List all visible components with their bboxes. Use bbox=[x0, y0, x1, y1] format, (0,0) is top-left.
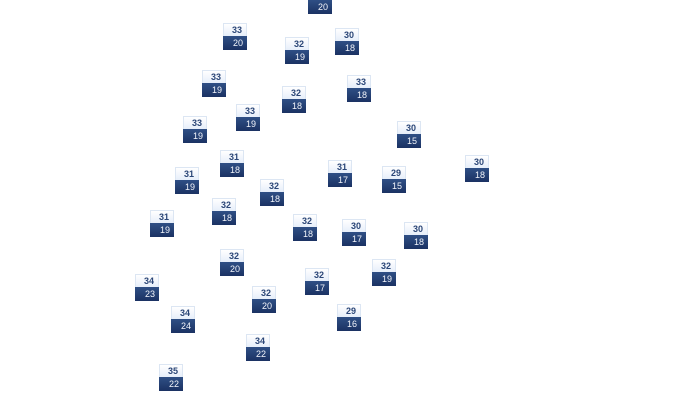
low-temperature: 19 bbox=[236, 117, 260, 131]
temperature-marker[interactable]: 34 23 bbox=[135, 274, 159, 301]
low-temperature: 18 bbox=[293, 227, 317, 241]
temperature-marker[interactable]: 32 18 bbox=[212, 198, 236, 225]
high-temperature: 31 bbox=[175, 167, 199, 180]
high-temperature: 35 bbox=[159, 364, 183, 377]
low-temperature: 18 bbox=[347, 88, 371, 102]
low-temperature: 18 bbox=[404, 235, 428, 249]
high-temperature: 33 bbox=[223, 23, 247, 36]
temperature-marker[interactable]: 34 22 bbox=[246, 334, 270, 361]
low-temperature: 18 bbox=[260, 192, 284, 206]
temperature-marker[interactable]: 30 18 bbox=[465, 155, 489, 182]
low-temperature: 23 bbox=[135, 287, 159, 301]
high-temperature: 32 bbox=[260, 179, 284, 192]
high-temperature: 32 bbox=[212, 198, 236, 211]
low-temperature: 24 bbox=[171, 319, 195, 333]
low-temperature: 17 bbox=[328, 173, 352, 187]
temperature-marker[interactable]: 20 bbox=[308, 0, 332, 14]
temperature-marker[interactable]: 34 24 bbox=[171, 306, 195, 333]
high-temperature: 31 bbox=[150, 210, 174, 223]
temperature-marker[interactable]: 35 22 bbox=[159, 364, 183, 391]
temperature-marker[interactable]: 31 19 bbox=[175, 167, 199, 194]
temperature-marker[interactable]: 32 20 bbox=[220, 249, 244, 276]
temperature-marker[interactable]: 30 15 bbox=[397, 121, 421, 148]
low-temperature: 17 bbox=[342, 232, 366, 246]
low-temperature: 18 bbox=[335, 41, 359, 55]
low-temperature: 20 bbox=[223, 36, 247, 50]
high-temperature: 34 bbox=[135, 274, 159, 287]
low-temperature: 18 bbox=[282, 99, 306, 113]
temperature-marker[interactable]: 33 18 bbox=[347, 75, 371, 102]
low-temperature: 19 bbox=[285, 50, 309, 64]
low-temperature: 18 bbox=[220, 163, 244, 177]
high-temperature: 32 bbox=[252, 286, 276, 299]
high-temperature: 32 bbox=[372, 259, 396, 272]
low-temperature: 20 bbox=[252, 299, 276, 313]
low-temperature: 19 bbox=[150, 223, 174, 237]
temperature-marker[interactable]: 32 18 bbox=[282, 86, 306, 113]
high-temperature: 32 bbox=[305, 268, 329, 281]
high-temperature: 32 bbox=[285, 37, 309, 50]
temperature-marker[interactable]: 32 18 bbox=[260, 179, 284, 206]
high-temperature: 34 bbox=[171, 306, 195, 319]
temperature-marker[interactable]: 32 19 bbox=[285, 37, 309, 64]
low-temperature: 18 bbox=[212, 211, 236, 225]
temperature-marker[interactable]: 29 16 bbox=[337, 304, 361, 331]
temperature-marker[interactable]: 32 17 bbox=[305, 268, 329, 295]
high-temperature: 30 bbox=[404, 222, 428, 235]
temperature-marker[interactable]: 30 18 bbox=[404, 222, 428, 249]
temperature-marker[interactable]: 32 20 bbox=[252, 286, 276, 313]
high-temperature: 32 bbox=[282, 86, 306, 99]
low-temperature: 22 bbox=[246, 347, 270, 361]
high-temperature: 33 bbox=[347, 75, 371, 88]
low-temperature: 19 bbox=[202, 83, 226, 97]
high-temperature: 32 bbox=[220, 249, 244, 262]
high-temperature: 33 bbox=[183, 116, 207, 129]
temperature-marker[interactable]: 32 18 bbox=[293, 214, 317, 241]
low-temperature: 20 bbox=[308, 0, 332, 14]
temperature-marker[interactable]: 33 20 bbox=[223, 23, 247, 50]
high-temperature: 29 bbox=[337, 304, 361, 317]
low-temperature: 17 bbox=[305, 281, 329, 295]
temperature-marker[interactable]: 33 19 bbox=[183, 116, 207, 143]
temperature-marker[interactable]: 33 19 bbox=[202, 70, 226, 97]
temperature-marker[interactable]: 29 15 bbox=[382, 166, 406, 193]
low-temperature: 19 bbox=[183, 129, 207, 143]
low-temperature: 15 bbox=[382, 179, 406, 193]
temperature-marker[interactable]: 31 17 bbox=[328, 160, 352, 187]
high-temperature: 33 bbox=[236, 104, 260, 117]
low-temperature: 20 bbox=[220, 262, 244, 276]
high-temperature: 30 bbox=[335, 28, 359, 41]
high-temperature: 32 bbox=[293, 214, 317, 227]
low-temperature: 22 bbox=[159, 377, 183, 391]
high-temperature: 30 bbox=[342, 219, 366, 232]
low-temperature: 19 bbox=[372, 272, 396, 286]
high-temperature: 33 bbox=[202, 70, 226, 83]
high-temperature: 30 bbox=[397, 121, 421, 134]
temperature-marker[interactable]: 32 19 bbox=[372, 259, 396, 286]
high-temperature: 31 bbox=[328, 160, 352, 173]
low-temperature: 16 bbox=[337, 317, 361, 331]
temperature-marker[interactable]: 31 19 bbox=[150, 210, 174, 237]
low-temperature: 19 bbox=[175, 180, 199, 194]
low-temperature: 15 bbox=[397, 134, 421, 148]
high-temperature: 34 bbox=[246, 334, 270, 347]
temperature-marker[interactable]: 30 18 bbox=[335, 28, 359, 55]
high-temperature: 29 bbox=[382, 166, 406, 179]
high-temperature: 31 bbox=[220, 150, 244, 163]
temperature-marker[interactable]: 31 18 bbox=[220, 150, 244, 177]
temperature-marker[interactable]: 30 17 bbox=[342, 219, 366, 246]
high-temperature: 30 bbox=[465, 155, 489, 168]
low-temperature: 18 bbox=[465, 168, 489, 182]
temperature-marker[interactable]: 33 19 bbox=[236, 104, 260, 131]
